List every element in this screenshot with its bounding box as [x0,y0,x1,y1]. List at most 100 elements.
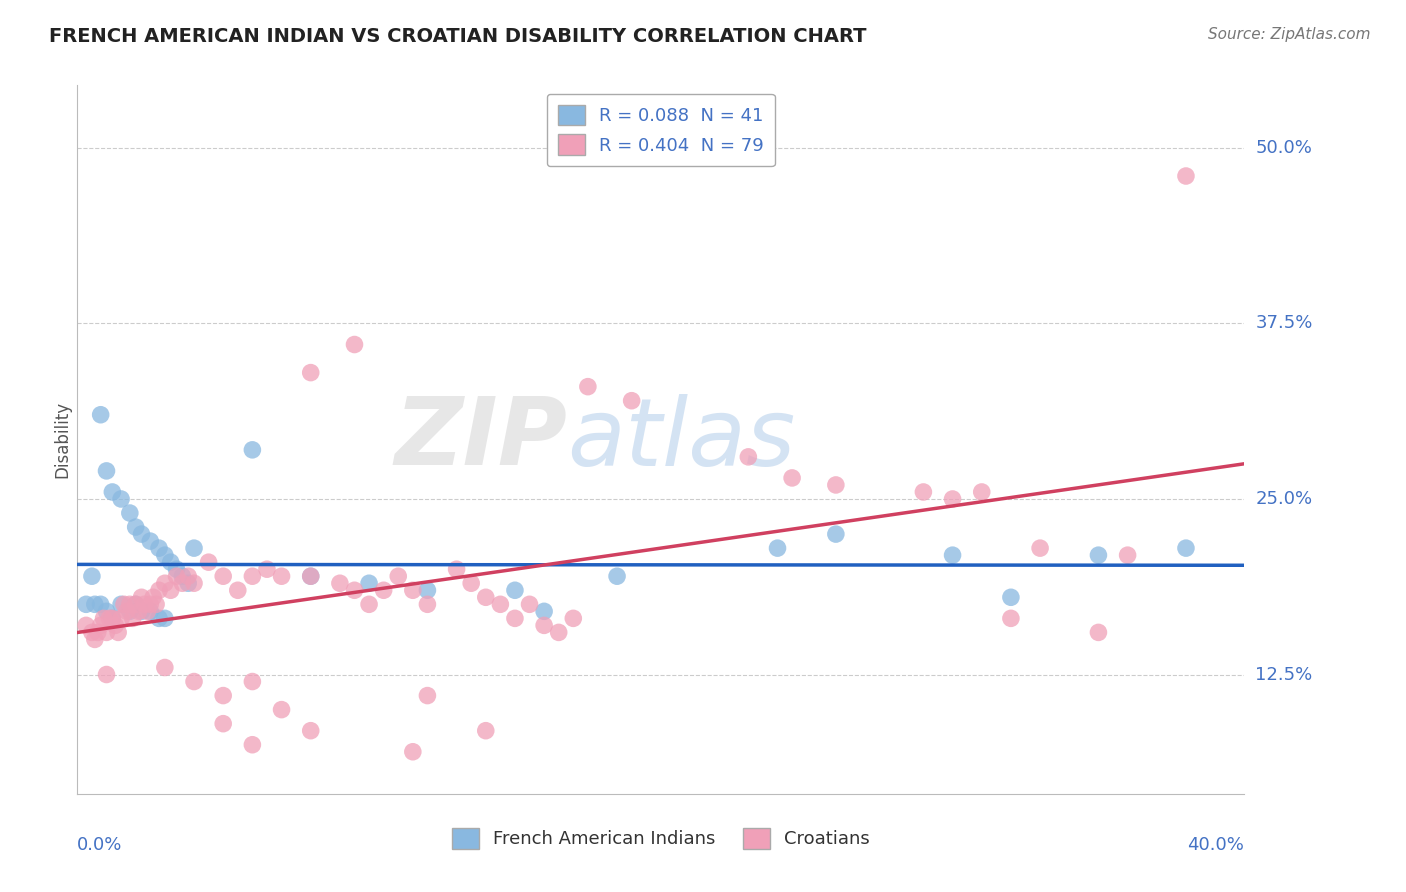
Point [606,569,628,583]
Point [270,569,292,583]
Point [270,703,292,717]
Point [1000,591,1022,605]
Point [90,597,112,611]
Point [124,520,148,534]
Point [159,583,181,598]
Point [83,597,105,611]
Point [912,485,935,500]
Point [446,562,468,576]
Point [766,541,789,556]
Point [1029,541,1052,556]
Point [166,562,188,576]
Point [240,738,263,752]
Point [970,485,993,500]
Point [1116,548,1139,562]
Point [416,583,439,598]
Point [256,562,278,576]
Point [1000,611,1022,625]
Point [121,611,143,625]
Point [343,583,366,598]
Point [387,569,409,583]
Point [416,689,439,703]
Point [93,611,115,625]
Point [80,569,103,583]
Text: 25.0%: 25.0% [1256,490,1313,508]
Point [1174,541,1197,556]
Point [503,611,526,625]
Point [101,485,124,500]
Point [780,471,803,485]
Point [136,604,159,618]
Legend: French American Indians, Croatians: French American Indians, Croatians [444,821,877,855]
Point [402,583,425,598]
Point [172,569,194,583]
Point [96,625,118,640]
Point [124,597,148,611]
Point [240,674,263,689]
Point [212,689,235,703]
Point [104,618,127,632]
Point [547,625,569,640]
Point [131,591,153,605]
Point [118,597,141,611]
Point [562,611,585,625]
Point [299,723,322,738]
Point [357,576,380,591]
Point [533,604,555,618]
Point [1087,625,1109,640]
Text: 0.0%: 0.0% [77,837,122,855]
Point [576,379,599,393]
Point [172,576,194,591]
Point [90,408,112,422]
Point [240,569,263,583]
Point [373,583,395,598]
Point [183,576,205,591]
Point [824,478,846,492]
Point [80,625,103,640]
Point [166,569,188,583]
Point [107,625,129,640]
Text: 50.0%: 50.0% [1256,139,1312,157]
Point [96,604,118,618]
Point [148,541,170,556]
Point [153,548,176,562]
Point [134,597,156,611]
Text: FRENCH AMERICAN INDIAN VS CROATIAN DISABILITY CORRELATION CHART: FRENCH AMERICAN INDIAN VS CROATIAN DISAB… [49,27,866,45]
Text: ZIP: ZIP [395,393,568,485]
Point [416,597,439,611]
Point [212,569,235,583]
Point [460,576,482,591]
Point [101,611,124,625]
Point [75,618,97,632]
Point [128,604,150,618]
Point [148,611,170,625]
Point [226,583,249,598]
Point [402,745,425,759]
Point [489,597,512,611]
Point [118,506,141,520]
Point [183,674,205,689]
Text: 37.5%: 37.5% [1256,315,1313,333]
Point [96,667,118,681]
Point [83,632,105,647]
Point [942,491,965,506]
Point [112,597,135,611]
Point [96,464,118,478]
Point [90,618,112,632]
Point [942,548,965,562]
Point [183,541,205,556]
Point [153,576,176,591]
Point [75,597,97,611]
Point [343,337,366,351]
Point [503,583,526,598]
Point [131,604,153,618]
Point [139,604,162,618]
Point [533,618,555,632]
Point [87,625,110,640]
Point [519,597,541,611]
Point [131,527,153,541]
Point [197,555,219,569]
Point [299,569,322,583]
Point [329,576,352,591]
Point [98,611,121,625]
